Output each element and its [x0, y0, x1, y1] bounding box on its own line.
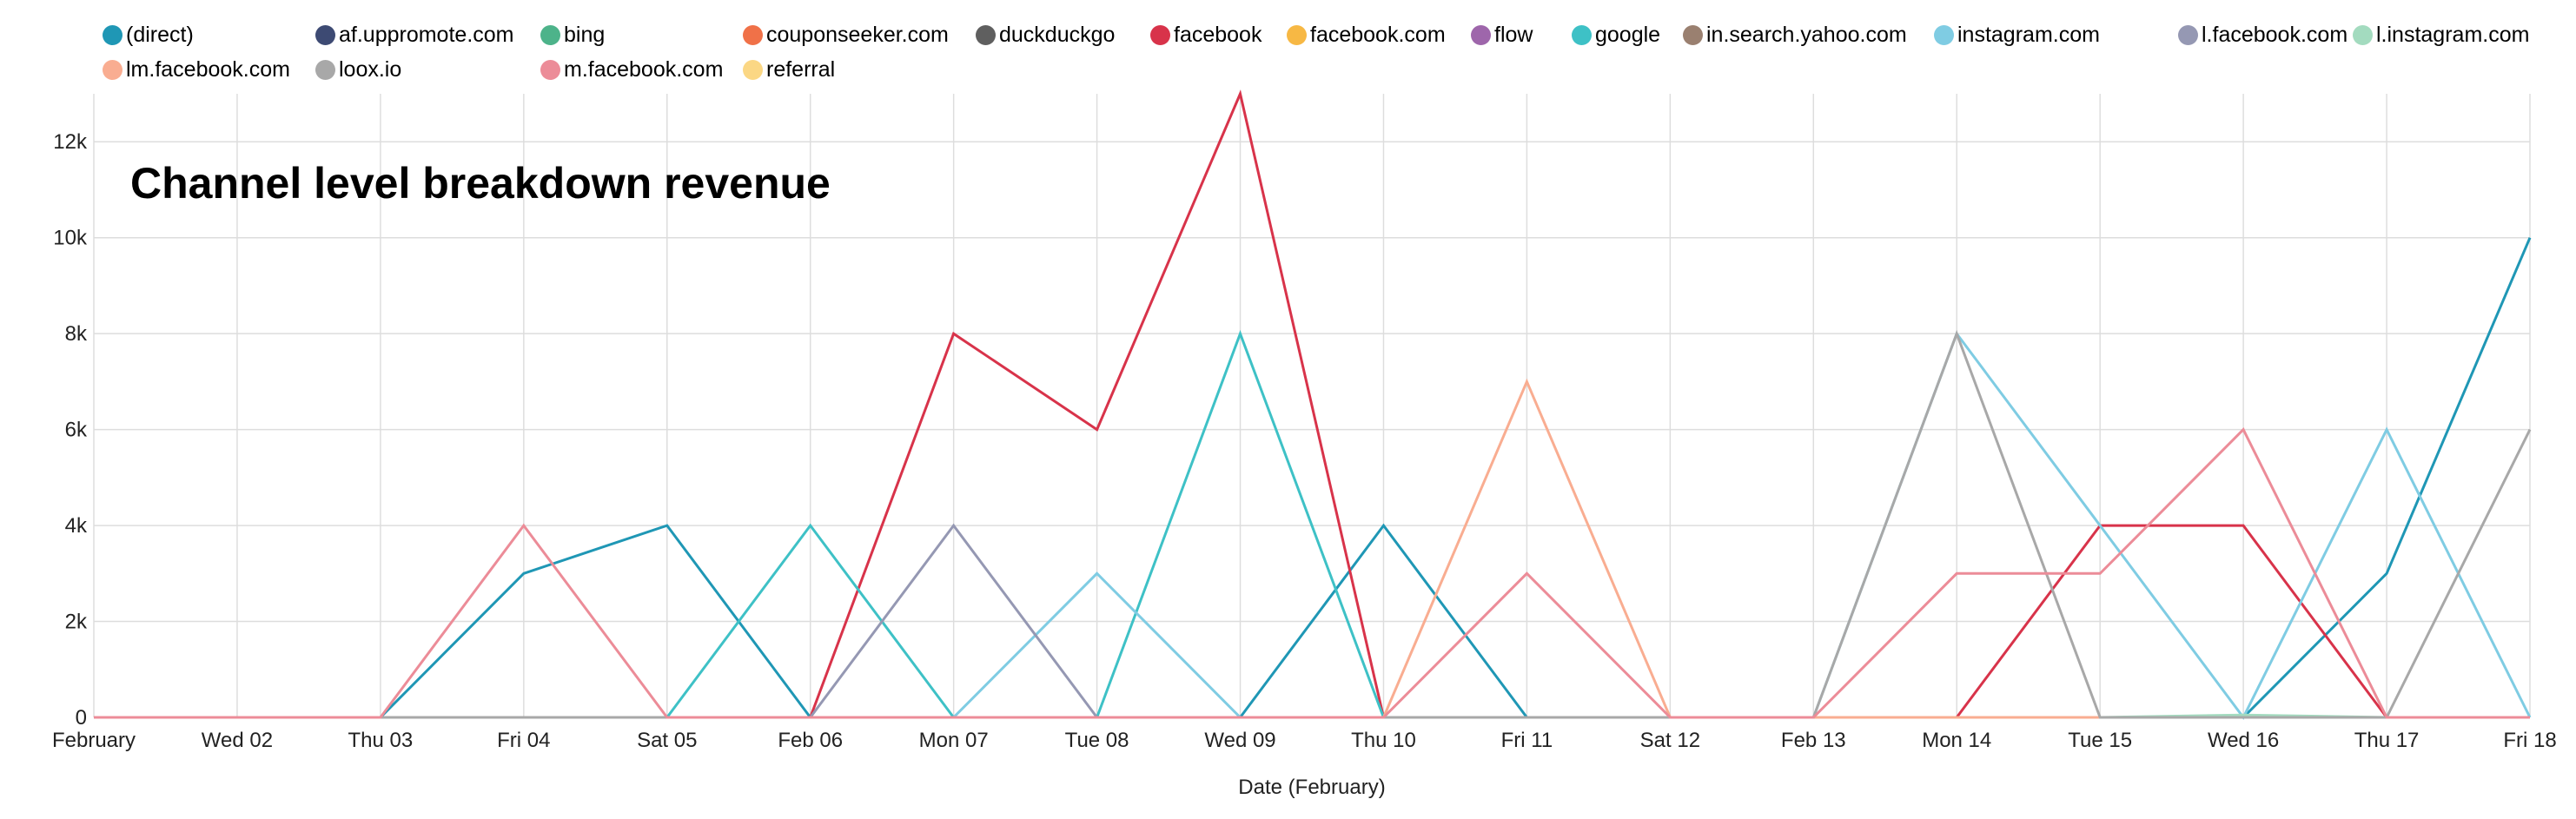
- legend-swatch-icon: [103, 24, 123, 45]
- x-tick-label: Tue 08: [1065, 729, 1129, 752]
- y-tick-label: 2k: [65, 611, 88, 634]
- legend-label: instagram.com: [1957, 22, 2100, 47]
- x-tick-label: Wed 02: [202, 729, 273, 752]
- legend-label: facebook: [1174, 22, 1262, 47]
- series-line-lm-facebook-com: [94, 378, 2530, 719]
- series-lines: [94, 89, 2532, 720]
- x-tick-label: Thu 10: [1351, 729, 1416, 752]
- legend-label: loox.io: [339, 56, 402, 82]
- legend-label: (direct): [126, 22, 194, 47]
- legend-swatch-icon: [315, 24, 335, 45]
- x-tick-label: Feb 13: [1781, 729, 1846, 752]
- legend-item[interactable]: af.uppromote.com: [315, 19, 514, 50]
- legend-item[interactable]: flow: [1471, 19, 1533, 50]
- chart-legend: (direct) af.uppromote.com bing couponseeker…: [103, 19, 2535, 89]
- legend-item[interactable]: m.facebook.com: [540, 54, 723, 85]
- legend-label: flow: [1494, 22, 1533, 47]
- legend-swatch-icon: [540, 59, 560, 80]
- x-tick-label: Thu 17: [2354, 729, 2420, 752]
- series-line-direct: [94, 237, 2532, 719]
- legend-label: duckduckgo: [999, 22, 1116, 47]
- legend-swatch-icon: [540, 24, 560, 45]
- legend-item[interactable]: couponseeker.com: [743, 19, 949, 50]
- legend-label: facebook.com: [1310, 22, 1446, 47]
- legend-swatch-icon: [1471, 24, 1491, 45]
- legend-swatch-icon: [976, 24, 996, 45]
- legend-swatch-icon: [2353, 24, 2373, 45]
- legend-swatch-icon: [1572, 24, 1592, 45]
- y-tick-label: 0: [76, 706, 87, 730]
- x-tick-label: February: [52, 729, 136, 752]
- legend-item[interactable]: referral: [743, 54, 835, 85]
- x-tick-label: Mon 14: [1922, 729, 1991, 752]
- legend-swatch-icon: [1683, 24, 1703, 45]
- legend-label: af.uppromote.com: [339, 22, 514, 47]
- x-tick-label: Thu 03: [348, 729, 414, 752]
- x-tick-label: Wed 09: [1204, 729, 1275, 752]
- x-tick-label: Tue 15: [2068, 729, 2132, 752]
- legend-swatch-icon: [315, 59, 335, 80]
- y-tick-label: 10k: [53, 227, 88, 250]
- legend-label: couponseeker.com: [766, 22, 949, 47]
- x-axis-title: Date (February): [1238, 776, 1385, 799]
- y-tick-label: 6k: [65, 419, 88, 442]
- x-tick-label: Fri 04: [497, 729, 550, 752]
- legend-label: l.instagram.com: [2376, 22, 2530, 47]
- x-tick-label: Fri 11: [1501, 729, 1553, 752]
- legend-item[interactable]: google: [1572, 19, 1660, 50]
- legend-label: in.search.yahoo.com: [1706, 22, 1907, 47]
- legend-swatch-icon: [1150, 24, 1170, 45]
- legend-label: referral: [766, 56, 836, 82]
- legend-item[interactable]: duckduckgo: [976, 19, 1115, 50]
- legend-item[interactable]: instagram.com: [1934, 19, 2100, 50]
- legend-item[interactable]: loox.io: [315, 54, 401, 85]
- legend-swatch-icon: [103, 59, 123, 80]
- legend-item[interactable]: bing: [540, 19, 605, 50]
- legend-item[interactable]: facebook.com: [1287, 19, 1446, 50]
- legend-label: bing: [564, 22, 606, 47]
- legend-item[interactable]: l.facebook.com: [2178, 19, 2348, 50]
- y-tick-label: 4k: [65, 514, 88, 538]
- y-tick-label: 12k: [53, 130, 88, 154]
- x-tick-label: Sat 12: [1640, 729, 1700, 752]
- x-tick-label: Sat 05: [637, 729, 697, 752]
- legend-swatch-icon: [743, 24, 763, 45]
- x-tick-label: Mon 07: [919, 729, 989, 752]
- legend-item[interactable]: l.instagram.com: [2353, 19, 2529, 50]
- legend-label: google: [1595, 22, 1661, 47]
- x-tick-label: Fri 18: [2503, 729, 2556, 752]
- legend-item[interactable]: in.search.yahoo.com: [1683, 19, 1907, 50]
- legend-item[interactable]: lm.facebook.com: [103, 54, 290, 85]
- legend-label: l.facebook.com: [2202, 22, 2348, 47]
- legend-item[interactable]: facebook: [1150, 19, 1262, 50]
- legend-swatch-icon: [1287, 24, 1307, 45]
- y-tick-label: 8k: [65, 322, 88, 346]
- legend-item[interactable]: (direct): [103, 19, 194, 50]
- legend-swatch-icon: [2178, 24, 2198, 45]
- series-line-m-facebook-com: [94, 427, 2530, 719]
- legend-swatch-icon: [1934, 24, 1954, 45]
- legend-label: m.facebook.com: [564, 56, 724, 82]
- legend-swatch-icon: [743, 59, 763, 80]
- axes: February Wed 02 Thu 03 Fri 04 Sat 05 Feb 06 Mo…: [52, 130, 2557, 752]
- x-tick-label: Wed 16: [2208, 729, 2279, 752]
- legend-label: lm.facebook.com: [126, 56, 290, 82]
- x-tick-label: Feb 06: [778, 729, 843, 752]
- chart-title: Channel level breakdown revenue: [130, 159, 831, 208]
